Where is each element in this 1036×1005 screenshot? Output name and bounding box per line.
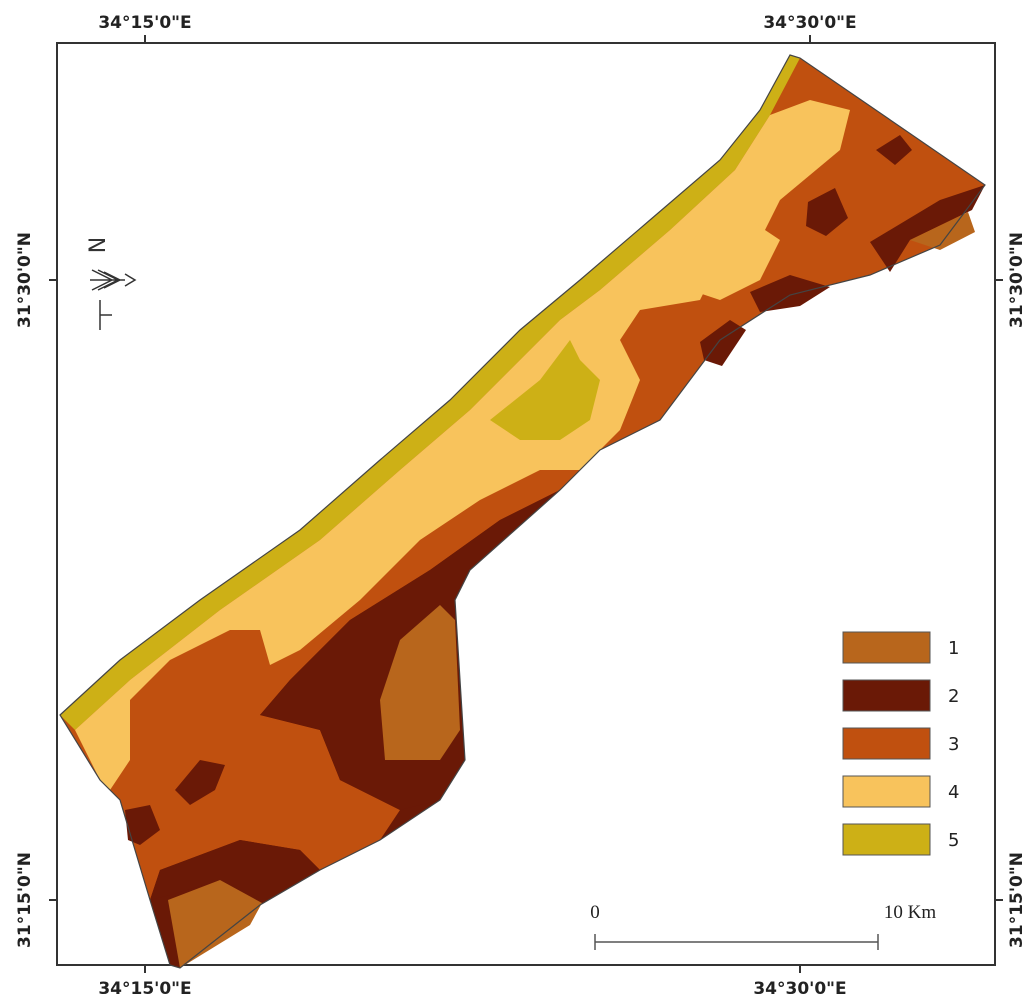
legend-label: 1 bbox=[948, 638, 959, 659]
north-label: N bbox=[86, 237, 111, 253]
legend-label: 3 bbox=[948, 734, 959, 755]
top-label: 34°30'0"E bbox=[763, 13, 856, 33]
legend-label: 4 bbox=[948, 782, 959, 803]
left-label: 31°30'0"N bbox=[15, 232, 35, 328]
legend-swatch bbox=[843, 824, 930, 855]
left-label: 31°15'0"N bbox=[15, 852, 35, 948]
legend-label: 5 bbox=[948, 830, 959, 851]
legend-swatch bbox=[843, 728, 930, 759]
map: 34°15'0"E 34°30'0"E 34°15'0"E 34°30'0"E … bbox=[0, 0, 1036, 1005]
legend-label: 2 bbox=[948, 686, 959, 707]
right-label: 31°30'0"N bbox=[1007, 232, 1027, 328]
right-label: 31°15'0"N bbox=[1007, 852, 1027, 948]
legend-swatch bbox=[843, 776, 930, 807]
scale-start: 0 bbox=[590, 902, 600, 923]
legend-swatch bbox=[843, 632, 930, 663]
bottom-label: 34°30'0"E bbox=[753, 979, 846, 999]
legend-swatch bbox=[843, 680, 930, 711]
top-label: 34°15'0"E bbox=[98, 13, 191, 33]
bottom-label: 34°15'0"E bbox=[98, 979, 191, 999]
scale-end: 10 Km bbox=[884, 902, 936, 923]
